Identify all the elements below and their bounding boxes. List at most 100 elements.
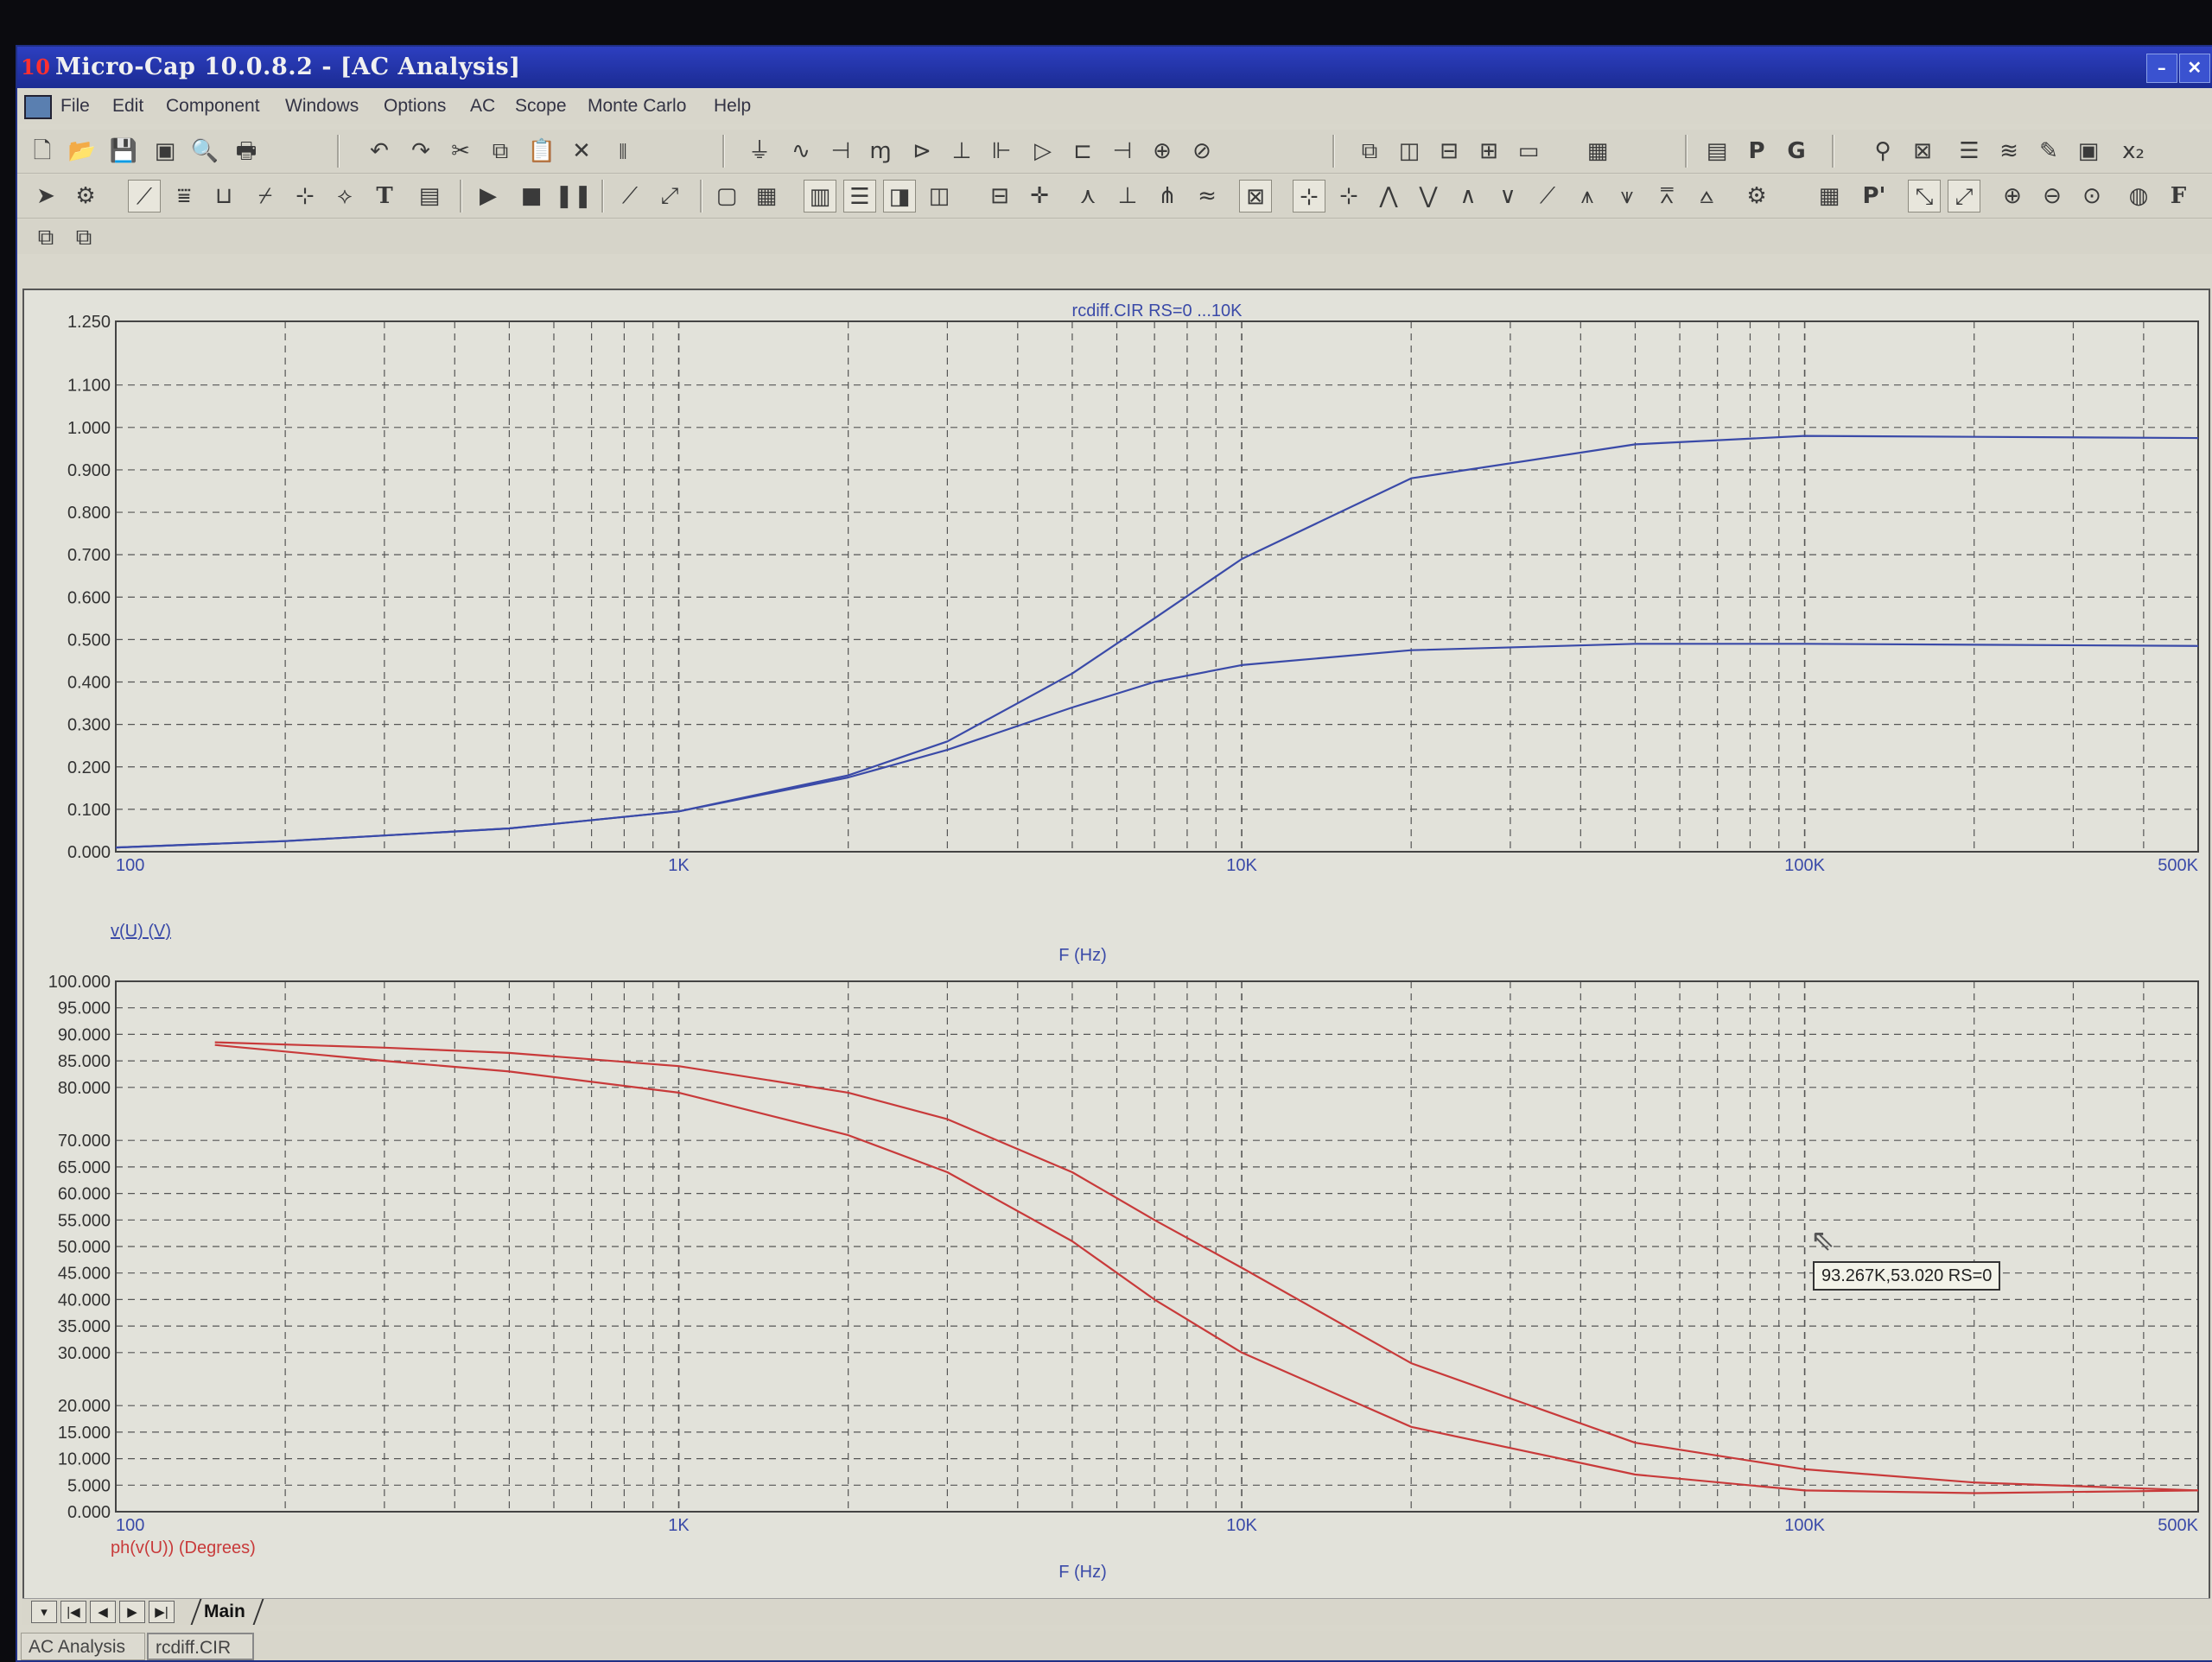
ground-icon[interactable]: ⏚ — [747, 138, 771, 164]
component-icon[interactable]: ⚙ — [75, 183, 96, 209]
diagonal-icon[interactable]: ⤢ — [660, 183, 679, 209]
text-tool-button[interactable]: T — [376, 183, 393, 209]
save-all-icon[interactable]: ▣ — [154, 138, 176, 164]
layout3-icon[interactable]: ◨ — [883, 180, 916, 213]
undo-icon[interactable]: ↶ — [370, 138, 389, 164]
menu-edit[interactable]: Edit — [112, 96, 144, 116]
wave-icon[interactable]: ≋ — [1999, 138, 2018, 164]
inductor-icon[interactable]: ɱ — [869, 138, 892, 164]
tab-main[interactable]: Main — [190, 1599, 264, 1625]
pen-icon[interactable]: ✎ — [2039, 138, 2058, 164]
new-icon[interactable]: 🗋 — [33, 138, 52, 164]
window-icon[interactable]: ▭ — [1517, 138, 1540, 164]
document-icon[interactable] — [24, 95, 52, 119]
menu-ac[interactable]: AC — [470, 96, 496, 116]
stop-icon[interactable]: ■ — [520, 183, 543, 209]
color-icon[interactable]: ◍ — [2128, 183, 2149, 209]
pause-icon[interactable]: ❚❚ — [555, 183, 593, 209]
global-high-icon[interactable]: ⩞ — [1660, 183, 1674, 209]
minimize-button[interactable]: – — [2146, 54, 2177, 83]
layout4-icon[interactable]: ◫ — [928, 183, 950, 209]
zoom-fit-icon[interactable]: ⊙ — [2082, 183, 2101, 209]
layout1-icon[interactable]: ▥ — [804, 180, 836, 213]
cut-icon[interactable]: ✂ — [451, 138, 470, 164]
scope-icon[interactable]: ⊠ — [1913, 138, 1932, 164]
close-button[interactable]: ✕ — [2179, 54, 2210, 83]
delete-icon[interactable]: ✕ — [572, 138, 591, 164]
copy-icon[interactable]: ⧉ — [492, 138, 509, 164]
max-icon[interactable]: ⩚ — [1580, 183, 1594, 209]
menu-file[interactable]: File — [60, 96, 90, 116]
print-preview-icon[interactable]: 🔍 — [190, 138, 219, 164]
p-button[interactable]: P — [1748, 138, 1765, 164]
menu-component[interactable]: Component — [166, 96, 260, 116]
zoom-out-icon[interactable]: ⊖ — [2043, 183, 2062, 209]
plot-area[interactable]: rcdiff.CIR RS=0 ...10K 1.250 1.100 1.000 0.… — [22, 289, 2210, 1602]
capacitor-icon[interactable]: ⊣ — [830, 138, 851, 164]
valley-icon[interactable]: ⋁ — [1419, 183, 1438, 209]
global-low-icon[interactable]: ⩟ — [1700, 183, 1713, 209]
cursor-valley-icon[interactable]: ⊥ — [1117, 183, 1138, 209]
window2-icon[interactable]: ▤ — [1706, 138, 1728, 164]
fall-icon[interactable]: ∨ — [1499, 183, 1516, 209]
menu-windows[interactable]: Windows — [285, 96, 359, 116]
cursor-low-icon[interactable]: ≈ — [1198, 183, 1217, 209]
tile-horizontal-icon[interactable]: ⊟ — [1440, 138, 1459, 164]
zoom-in-icon[interactable]: ⊕ — [2003, 183, 2022, 209]
capacitor2-icon[interactable]: ⊣ — [1112, 138, 1133, 164]
redo-icon[interactable]: ↷ — [411, 138, 430, 164]
resistor-icon[interactable]: ∿ — [791, 138, 810, 164]
p-prime-button[interactable]: P' — [1862, 183, 1886, 209]
transistor-icon[interactable]: ⊩ — [991, 138, 1012, 164]
peak-icon[interactable]: ⋀ — [1379, 183, 1398, 209]
switch-icon[interactable]: ⊏ — [1073, 138, 1092, 164]
copy-trace-icon[interactable]: ⧉ — [37, 225, 54, 251]
flag-icon[interactable]: ⊔ — [214, 183, 233, 209]
status-analysis[interactable]: AC Analysis — [21, 1633, 145, 1660]
run-icon[interactable]: ▶ — [480, 183, 497, 209]
box-icon[interactable]: ▢ — [715, 183, 738, 209]
line-icon[interactable]: ⟋ — [621, 183, 639, 209]
window-split-icon[interactable]: ⊞ — [1479, 138, 1498, 164]
paste-trace-icon[interactable]: ⧉ — [75, 225, 92, 251]
status-file[interactable]: rcdiff.CIR — [147, 1633, 254, 1660]
crosshair-icon[interactable]: ✛ — [1030, 183, 1049, 209]
scale-y-icon[interactable]: ⤢ — [1948, 180, 1980, 213]
menu-options[interactable]: Options — [384, 96, 447, 116]
opamp-icon[interactable]: ▷ — [1034, 138, 1052, 164]
select-all-icon[interactable]: ⫼ — [619, 141, 627, 162]
open-icon[interactable]: 📂 — [67, 138, 97, 164]
wire-icon[interactable]: ⟋ — [128, 180, 161, 213]
bus-icon[interactable]: ⩸ — [177, 183, 191, 209]
f-button[interactable]: F — [2170, 183, 2187, 209]
nav-last-icon[interactable]: ▶| — [149, 1601, 175, 1623]
save-icon[interactable]: 💾 — [109, 138, 138, 164]
battery-icon[interactable]: ⊥ — [951, 138, 972, 164]
menu-scope[interactable]: Scope — [515, 96, 567, 116]
rise-icon[interactable]: ∧ — [1459, 183, 1477, 209]
pin-icon[interactable]: ⌿ — [258, 183, 272, 209]
layout5-icon[interactable]: ⊟ — [990, 183, 1009, 209]
chip-icon[interactable]: ▣ — [2077, 138, 2100, 164]
settings-icon[interactable]: ⚙ — [1746, 183, 1767, 209]
nav-menu-icon[interactable]: ▾ — [31, 1601, 57, 1623]
g-button[interactable]: G — [1787, 138, 1806, 164]
nav-first-icon[interactable]: |◀ — [60, 1601, 86, 1623]
paste-icon[interactable]: 📋 — [527, 138, 556, 164]
layout2-icon[interactable]: ☰ — [843, 180, 876, 213]
list-icon[interactable]: ☰ — [1959, 138, 1980, 164]
cursor-right-icon[interactable]: ⊹ — [1339, 183, 1358, 209]
subscript-icon[interactable]: x₂ — [2122, 138, 2145, 164]
tile-vertical-icon[interactable]: ◫ — [1398, 138, 1421, 164]
min-icon[interactable]: ⩛ — [1620, 183, 1634, 209]
voltage-source-icon[interactable]: ⊕ — [1153, 138, 1172, 164]
table-icon[interactable]: ▦ — [1818, 183, 1840, 209]
scale-icon[interactable]: ⊠ — [1239, 180, 1272, 213]
diode-icon[interactable]: ⊳ — [912, 138, 931, 164]
select-arrow-icon[interactable]: ➤ — [36, 183, 55, 209]
graph-icon[interactable]: ⟡ — [337, 183, 353, 209]
slope-icon[interactable]: ⟋ — [1539, 183, 1556, 209]
nav-prev-icon[interactable]: ◀ — [90, 1601, 116, 1623]
node-icon[interactable]: ⊹ — [296, 183, 315, 209]
current-source-icon[interactable]: ⊘ — [1192, 138, 1211, 164]
